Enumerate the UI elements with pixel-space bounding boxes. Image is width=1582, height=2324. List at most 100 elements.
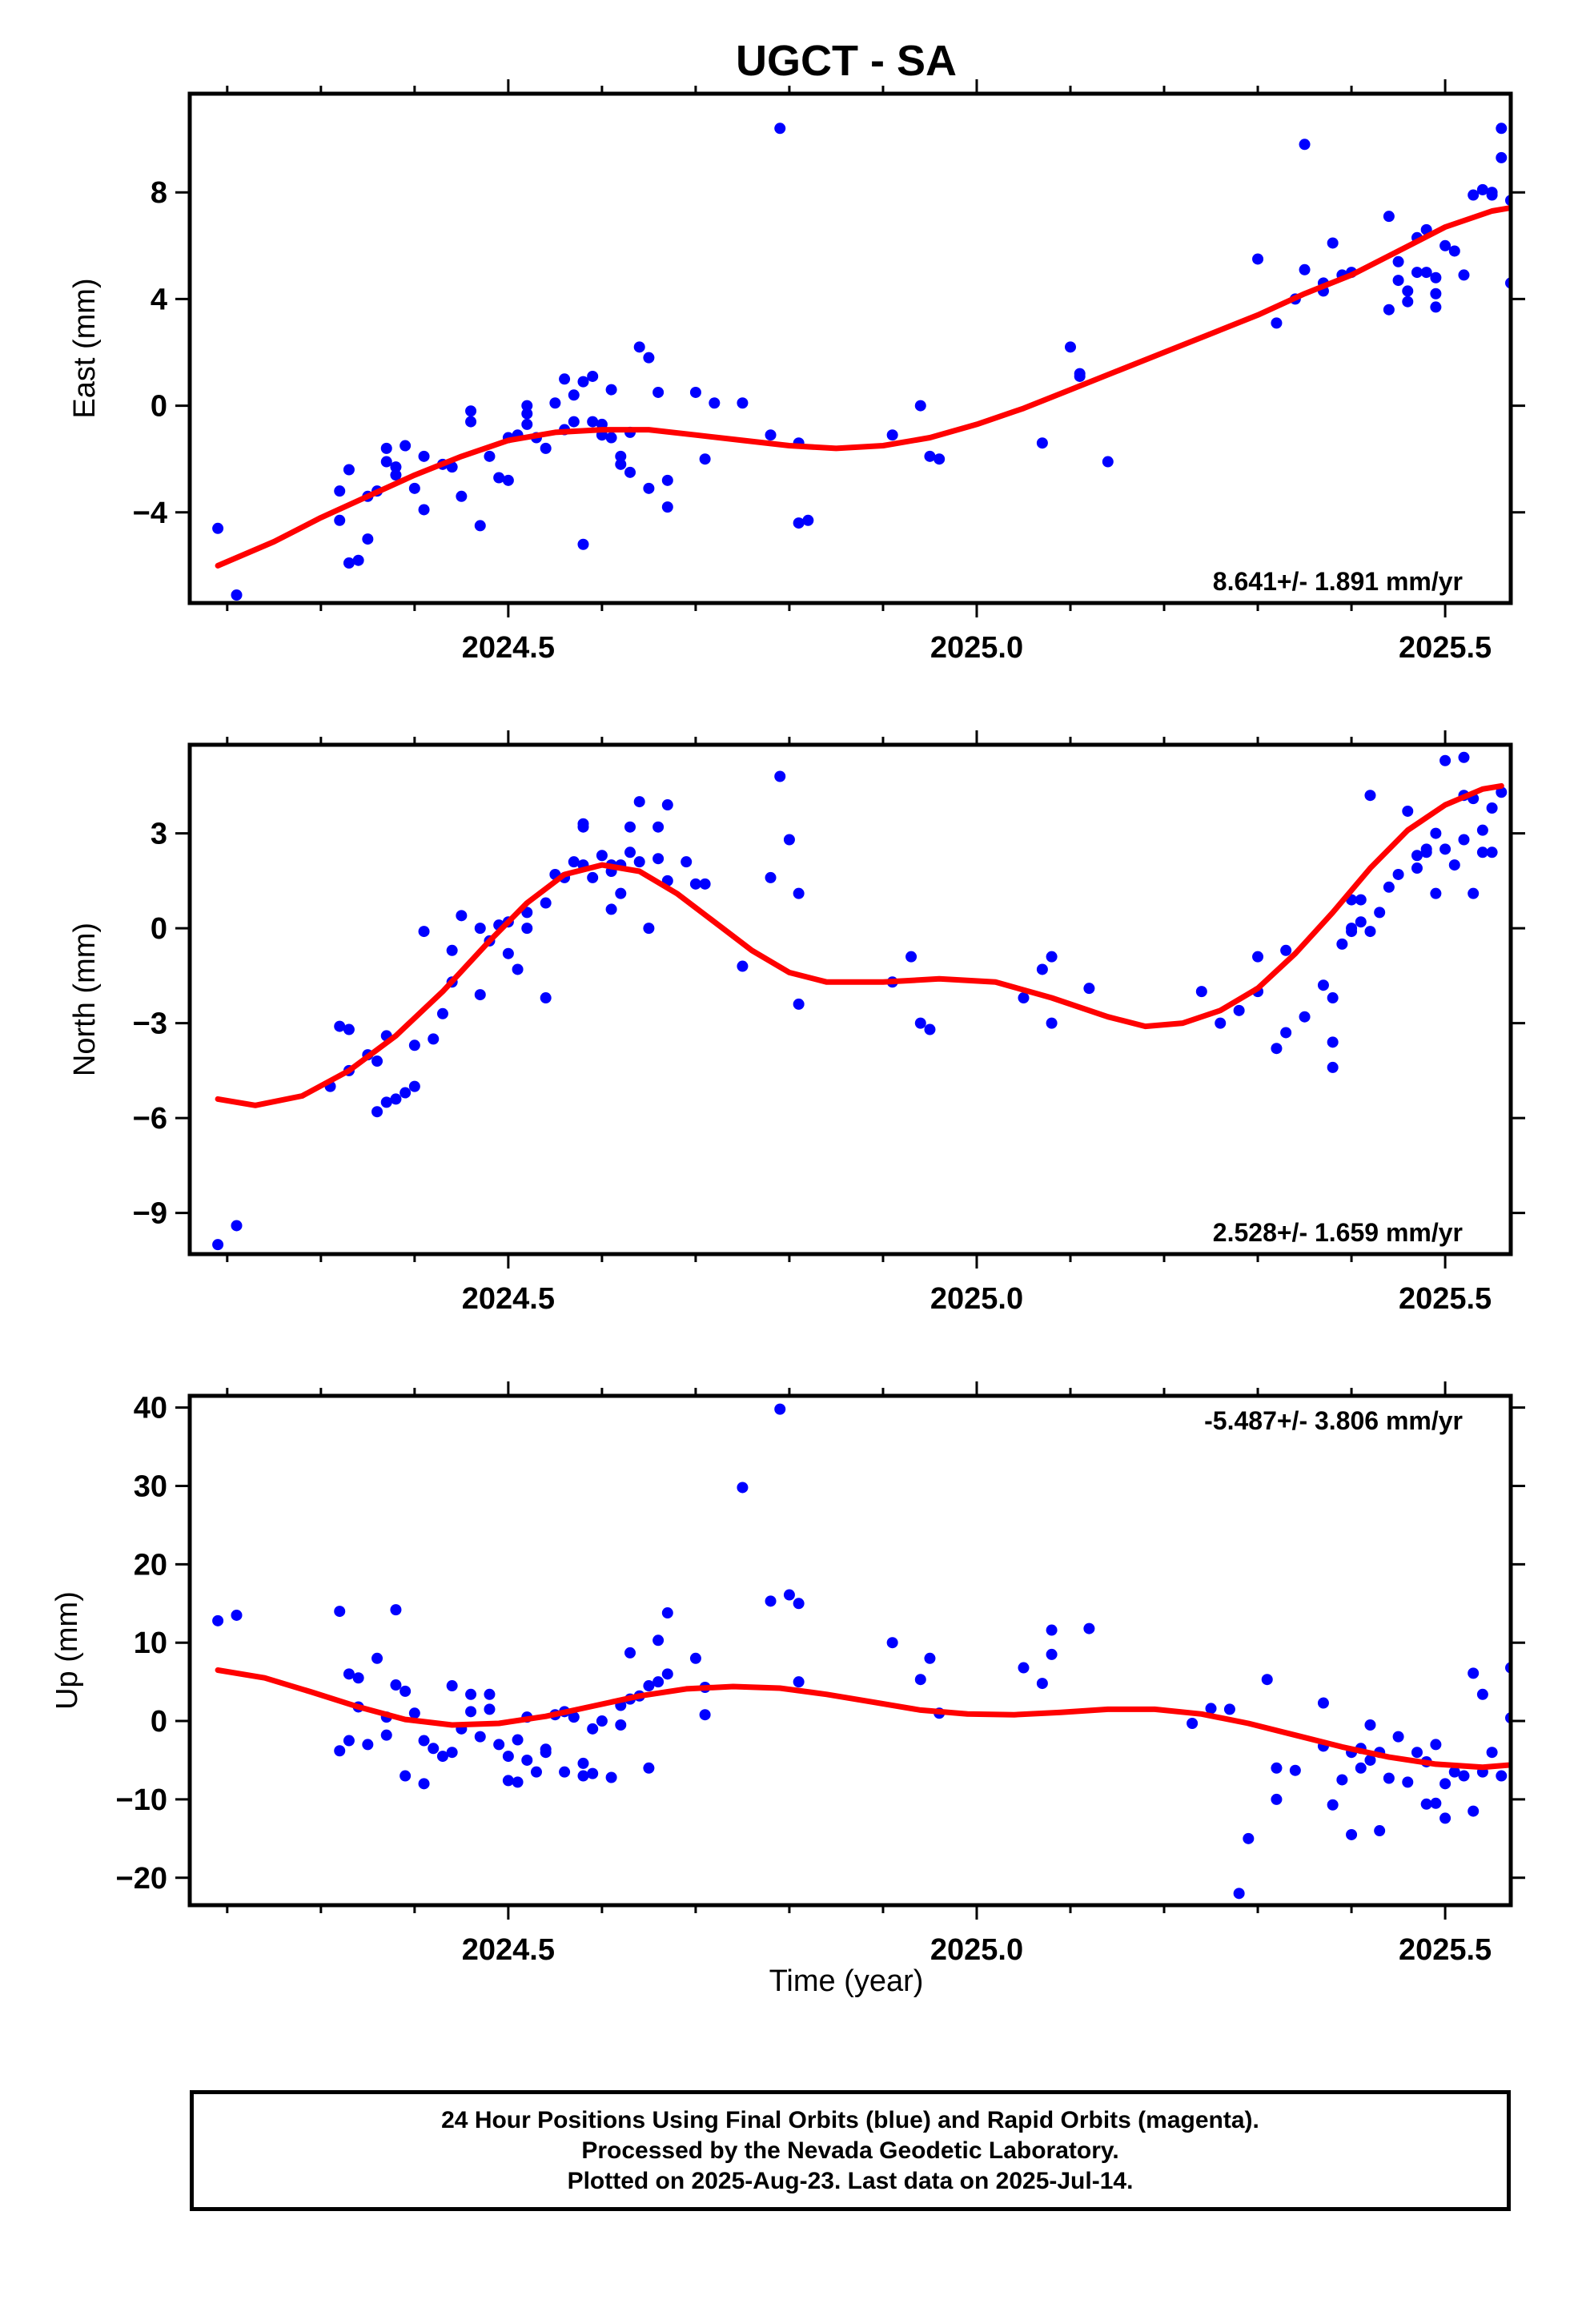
data-point — [596, 1715, 608, 1727]
y-axis-label: Up (mm) — [50, 1591, 84, 1710]
data-point — [905, 951, 917, 963]
data-point — [380, 1096, 392, 1108]
data-point — [1036, 437, 1048, 449]
data-point — [1327, 1036, 1339, 1048]
data-point — [1524, 1757, 1535, 1768]
y-axis-label: East (mm) — [68, 278, 102, 418]
data-point — [502, 1751, 514, 1763]
data-point — [559, 373, 571, 385]
y-tick-label: −10 — [116, 1783, 167, 1817]
data-point — [352, 1672, 364, 1684]
data-point — [1496, 123, 1508, 135]
data-point — [568, 1711, 580, 1723]
data-point — [390, 1679, 402, 1691]
data-point — [643, 1680, 655, 1692]
data-point — [212, 522, 224, 534]
data-point — [465, 416, 477, 428]
data-point — [1074, 368, 1086, 380]
panel-up: 2024.5 2025.0 2025.5 −20 −10 0 10 20 30 40 Up (mm)… — [50, 1381, 1535, 1967]
data-point — [1476, 183, 1488, 195]
x-tick-label: 2024.5 — [462, 631, 555, 665]
data-point — [1233, 1888, 1245, 1900]
data-point — [418, 450, 430, 462]
data-point — [783, 834, 795, 846]
plot-frame — [187, 91, 1513, 605]
data-point — [1515, 240, 1526, 251]
y-tick-label: −20 — [116, 1862, 167, 1896]
y-tick-label: −4 — [133, 497, 167, 530]
data-point — [1036, 963, 1048, 975]
data-point — [1252, 253, 1264, 265]
y-axis-label: North (mm) — [68, 923, 102, 1076]
data-point — [1065, 341, 1076, 353]
data-point — [408, 482, 420, 494]
data-point — [400, 1770, 412, 1782]
data-point — [1524, 1778, 1535, 1789]
data-point — [334, 514, 346, 526]
y-tick-label: 3 — [151, 818, 167, 851]
data-point — [661, 799, 673, 811]
y-tick-label: 10 — [134, 1626, 167, 1660]
data-point — [1402, 805, 1414, 817]
data-point — [661, 474, 673, 486]
fit-line — [215, 782, 1504, 1108]
data-point — [380, 1729, 392, 1741]
data-point — [1233, 1004, 1245, 1016]
data-point — [1515, 251, 1526, 262]
data-point — [1083, 983, 1095, 995]
data-point — [1420, 1798, 1432, 1810]
data-point — [643, 482, 655, 494]
data-point — [1448, 1766, 1460, 1778]
data-point — [1018, 992, 1030, 1004]
data-point — [1046, 1624, 1058, 1636]
data-point — [1496, 1770, 1508, 1782]
data-point — [474, 1731, 486, 1743]
data-point — [1561, 184, 1572, 195]
data-point — [605, 903, 617, 915]
data-point — [1364, 1719, 1376, 1731]
data-point — [1392, 1731, 1404, 1743]
data-point — [652, 853, 665, 865]
data-point — [699, 1709, 711, 1721]
data-point — [390, 1604, 402, 1616]
data-point — [371, 1055, 383, 1068]
data-point — [596, 850, 608, 862]
data-point — [456, 490, 468, 502]
data-point — [605, 1771, 617, 1783]
data-point — [400, 440, 412, 452]
y-tick-label: 0 — [151, 1705, 167, 1739]
data-point — [615, 1719, 627, 1731]
data-point — [1327, 1799, 1339, 1811]
data-point — [521, 408, 533, 420]
footer-line-1: 24 Hour Positions Using Final Orbits (bl… — [441, 2106, 1259, 2133]
data-point — [540, 897, 552, 909]
plot-frame — [187, 1393, 1513, 1908]
data-point — [793, 887, 805, 899]
data-point — [624, 466, 636, 478]
velocity-label: -5.487+/- 3.806 mm/yr — [1204, 1406, 1463, 1435]
data-point — [231, 1220, 243, 1232]
data-point — [1430, 301, 1442, 313]
data-point — [1327, 992, 1339, 1004]
data-point — [1383, 304, 1395, 316]
data-point — [605, 384, 617, 396]
x-tick-label: 2025.5 — [1399, 1282, 1492, 1316]
data-point — [1280, 944, 1292, 956]
data-point — [1327, 237, 1339, 249]
data-point — [577, 538, 589, 550]
data-point — [577, 1770, 589, 1782]
data-point — [502, 474, 514, 486]
data-point — [512, 963, 524, 975]
data-point — [334, 485, 346, 497]
data-point — [1458, 751, 1470, 763]
data-point — [1036, 1678, 1048, 1690]
data-point — [1468, 189, 1480, 201]
data-point — [577, 1757, 589, 1769]
data-point — [1430, 1797, 1442, 1809]
y-tick-label: 40 — [134, 1392, 167, 1425]
data-point — [436, 1007, 448, 1019]
data-point — [484, 1703, 496, 1715]
data-point — [465, 405, 477, 417]
data-point — [493, 472, 505, 484]
footer-box: 24 Hour Positions Using Final Orbits (bl… — [190, 2090, 1511, 2211]
